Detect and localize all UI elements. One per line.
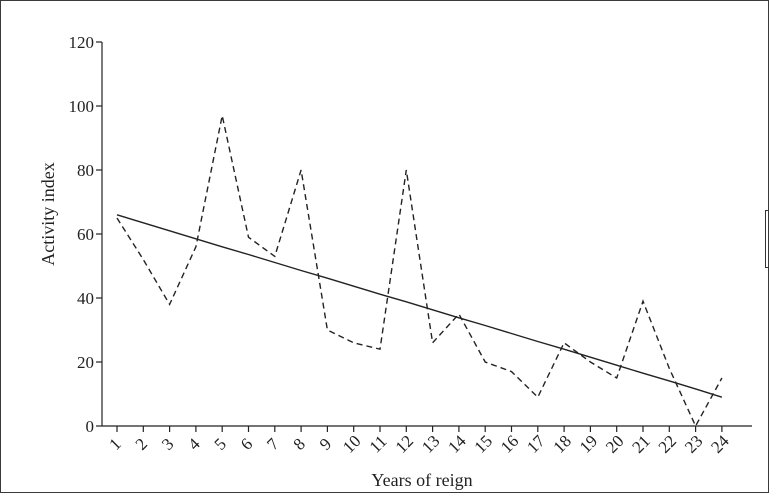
series-line-trend — [117, 215, 722, 397]
data-point-series-0 — [510, 370, 513, 373]
y-tick-label: 0 — [86, 417, 95, 436]
data-point-series-0 — [484, 361, 487, 364]
data-point-series-1 — [563, 348, 566, 351]
x-tick-label: 8 — [289, 434, 308, 453]
data-point-series-0 — [405, 169, 408, 172]
y-tick-label: 100 — [69, 97, 95, 116]
x-tick-label: 10 — [339, 431, 364, 456]
data-point-series-0 — [142, 258, 145, 261]
data-point-series-1 — [457, 316, 460, 319]
data-point-series-0 — [300, 169, 303, 172]
data-point-series-1 — [405, 300, 408, 303]
data-point-series-1 — [668, 379, 671, 382]
x-tick-label: 13 — [418, 431, 443, 456]
data-point-series-1 — [510, 332, 513, 335]
data-point-series-0 — [326, 329, 329, 332]
x-tick-label: 21 — [628, 431, 653, 456]
data-point-series-1 — [326, 277, 329, 280]
data-point-series-1 — [484, 324, 487, 327]
data-point-series-1 — [379, 293, 382, 296]
data-point-series-1 — [273, 261, 276, 264]
y-tick-label: 120 — [69, 33, 95, 52]
data-point-series-0 — [668, 367, 671, 370]
data-point-series-0 — [273, 255, 276, 258]
x-tick-label: 22 — [655, 431, 680, 456]
data-point-series-1 — [694, 387, 697, 390]
data-point-series-1 — [142, 221, 145, 224]
data-point-series-0 — [221, 114, 224, 117]
x-tick-label: 23 — [681, 431, 706, 456]
x-tick-label: 5 — [211, 434, 230, 453]
data-point-series-1 — [352, 285, 355, 288]
x-tick-label: 4 — [184, 434, 204, 454]
y-tick-label: 60 — [77, 225, 94, 244]
x-tick-label: 17 — [523, 431, 549, 457]
x-axis: 1 2 3 4 5 6 7 8 9 10 11 12 13 14 15 16 17 18 19 20 21 22 23 24 — [102, 426, 752, 457]
data-point-series-0 — [352, 341, 355, 344]
data-point-series-1 — [168, 229, 171, 232]
data-point-series-0 — [694, 425, 697, 428]
y-tick-label: 80 — [77, 161, 94, 180]
data-point-series-0 — [720, 377, 723, 380]
data-point-series-1 — [589, 356, 592, 359]
data-point-series-1 — [194, 237, 197, 240]
data-point-series-1 — [536, 340, 539, 343]
data-point-series-0 — [589, 361, 592, 364]
x-tick-label: 15 — [471, 431, 496, 456]
data-point-series-1 — [221, 245, 224, 248]
data-point-series-0 — [379, 348, 382, 351]
data-point-series-0 — [431, 341, 434, 344]
data-point-series-1 — [431, 308, 434, 311]
series-layer — [116, 114, 724, 427]
x-tick-label: 7 — [263, 434, 283, 454]
x-tick-label: 19 — [576, 431, 601, 456]
data-point-series-1 — [300, 269, 303, 272]
data-point-series-0 — [615, 377, 618, 380]
x-axis-title: Years of reign — [371, 470, 472, 490]
data-point-series-0 — [247, 236, 250, 239]
x-tick-label: 24 — [707, 431, 733, 457]
x-tick-label: 18 — [549, 431, 574, 456]
y-tick-label: 20 — [77, 353, 94, 372]
data-point-series-1 — [615, 364, 618, 367]
x-tick-label: 11 — [366, 432, 391, 457]
x-tick-label: 6 — [237, 434, 256, 453]
data-point-series-0 — [563, 341, 566, 344]
data-point-series-0 — [168, 303, 171, 306]
x-tick-label: 2 — [132, 434, 151, 453]
y-axis: 0 20 40 60 80 100 120 — [69, 33, 103, 436]
data-point-series-0 — [194, 245, 197, 248]
data-point-series-1 — [642, 372, 645, 375]
data-point-series-1 — [247, 253, 250, 256]
data-point-series-1 — [720, 396, 723, 399]
data-point-series-1 — [116, 213, 119, 216]
data-point-series-0 — [457, 313, 460, 316]
data-point-series-0 — [642, 300, 645, 303]
x-tick-label: 1 — [105, 434, 124, 453]
x-tick-label: 12 — [392, 431, 417, 456]
data-point-series-0 — [536, 396, 539, 399]
data-point-series-0 — [116, 217, 119, 220]
x-tick-label: 3 — [158, 434, 177, 453]
y-tick-label: 40 — [77, 289, 94, 308]
y-axis-title: Activity index — [38, 162, 58, 265]
x-tick-label: 20 — [602, 431, 627, 456]
series-line-activity — [117, 116, 722, 426]
x-tick-label: 16 — [497, 431, 522, 456]
x-tick-label: 9 — [316, 434, 335, 453]
x-tick-label: 14 — [444, 431, 470, 457]
